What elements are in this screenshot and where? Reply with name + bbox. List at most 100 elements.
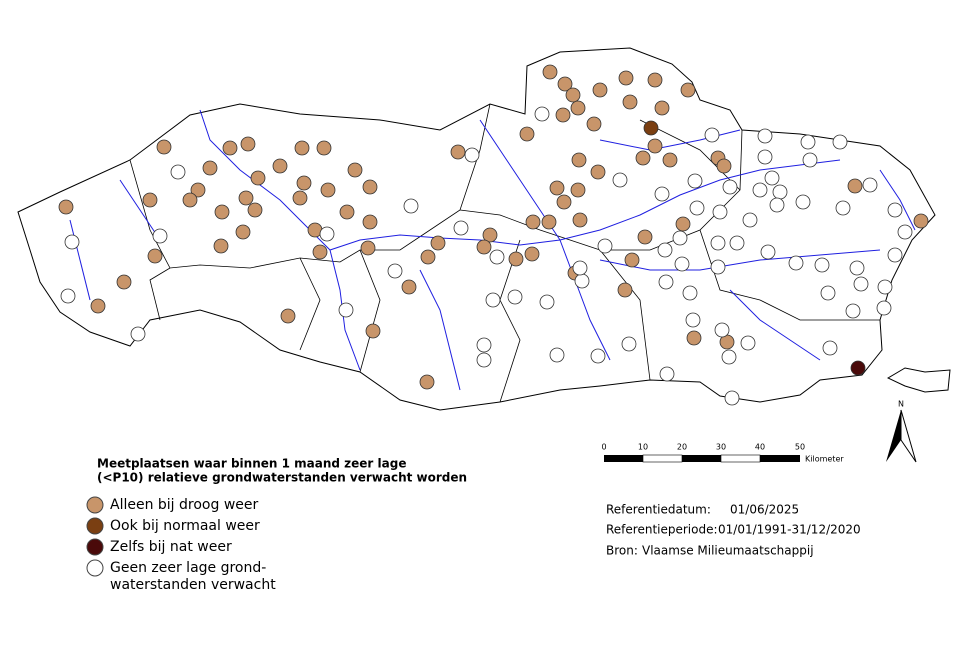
monitoring-site bbox=[570, 100, 586, 116]
monitoring-site bbox=[740, 335, 756, 351]
border bbox=[359, 249, 381, 373]
scale-label: 40 bbox=[755, 443, 765, 452]
monitoring-site bbox=[362, 179, 378, 195]
monitoring-site bbox=[845, 303, 861, 319]
border bbox=[499, 239, 521, 403]
monitoring-site bbox=[814, 257, 830, 273]
monitoring-site bbox=[590, 348, 606, 364]
arrow-half bbox=[886, 410, 901, 462]
monitoring-site bbox=[853, 276, 869, 292]
monitoring-site bbox=[147, 248, 163, 264]
monitoring-site bbox=[549, 347, 565, 363]
monitoring-site bbox=[795, 194, 811, 210]
info-value: 01/06/2025 bbox=[730, 503, 799, 517]
monitoring-site bbox=[680, 82, 696, 98]
monitoring-site bbox=[272, 158, 288, 174]
monitoring-site bbox=[657, 242, 673, 258]
monitoring-site bbox=[658, 274, 674, 290]
monitoring-site bbox=[571, 152, 587, 168]
scale-label: 20 bbox=[677, 443, 687, 452]
monitoring-site bbox=[574, 273, 590, 289]
legend-label: waterstanden verwacht bbox=[110, 577, 276, 593]
monitoring-site bbox=[556, 194, 572, 210]
monitoring-site bbox=[64, 234, 80, 250]
rivers bbox=[69, 109, 916, 391]
monitoring-site bbox=[897, 224, 913, 240]
monitoring-site bbox=[849, 260, 865, 276]
monitoring-site bbox=[250, 170, 266, 186]
info-value: Vlaamse Milieumaatschappij bbox=[642, 544, 814, 558]
monitoring-site bbox=[788, 255, 804, 271]
legend-symbol bbox=[86, 496, 104, 514]
scale-label: 10 bbox=[638, 443, 648, 452]
monitoring-site bbox=[752, 182, 768, 198]
monitoring-site bbox=[716, 158, 732, 174]
scale-segment bbox=[642, 454, 683, 463]
monitoring-site bbox=[280, 308, 296, 324]
monitoring-site bbox=[58, 199, 74, 215]
monitoring-site bbox=[686, 330, 702, 346]
monitoring-site bbox=[674, 256, 690, 272]
monitoring-site bbox=[360, 240, 376, 256]
legend-label: Zelfs bij nat weer bbox=[110, 539, 232, 555]
monitoring-site bbox=[557, 76, 573, 92]
monitoring-site bbox=[294, 140, 310, 156]
monitoring-site bbox=[476, 352, 492, 368]
monitoring-site bbox=[508, 251, 524, 267]
monitoring-site bbox=[654, 186, 670, 202]
monitoring-site bbox=[362, 214, 378, 230]
monitoring-site bbox=[116, 274, 132, 290]
monitoring-site bbox=[643, 120, 659, 136]
border bbox=[149, 267, 171, 321]
monitoring-site bbox=[213, 238, 229, 254]
info-label: Bron: bbox=[606, 544, 638, 558]
monitoring-site bbox=[534, 106, 550, 122]
monitoring-site bbox=[319, 226, 335, 242]
info-value: 01/01/1991-31/12/2020 bbox=[718, 523, 861, 537]
legend-label: Geen zeer lage grond- bbox=[110, 560, 266, 576]
river bbox=[69, 219, 91, 301]
monitoring-site bbox=[339, 204, 355, 220]
monitoring-site bbox=[637, 229, 653, 245]
river bbox=[419, 269, 461, 391]
monitoring-site bbox=[622, 94, 638, 110]
legend-symbol bbox=[86, 538, 104, 556]
monitoring-site bbox=[419, 374, 435, 390]
monitoring-site bbox=[338, 302, 354, 318]
monitoring-sites bbox=[58, 64, 929, 406]
monitoring-site bbox=[240, 136, 256, 152]
monitoring-site bbox=[549, 180, 565, 196]
scale-segment bbox=[720, 454, 761, 463]
monitoring-site bbox=[760, 244, 776, 260]
river bbox=[879, 169, 916, 231]
monitoring-site bbox=[757, 149, 773, 165]
monitoring-site bbox=[714, 322, 730, 338]
border bbox=[639, 119, 741, 191]
scale-unit: Kilometer bbox=[805, 455, 844, 464]
monitoring-site bbox=[887, 247, 903, 263]
monitoring-site bbox=[764, 170, 780, 186]
monitoring-site bbox=[485, 292, 501, 308]
monitoring-site bbox=[453, 220, 469, 236]
monitoring-site bbox=[590, 164, 606, 180]
monitoring-site bbox=[235, 224, 251, 240]
monitoring-site bbox=[464, 147, 480, 163]
monitoring-site bbox=[835, 200, 851, 216]
monitoring-site bbox=[450, 144, 466, 160]
legend-title: Meetplaatsen waar binnen 1 maand zeer la… bbox=[97, 457, 406, 471]
scale-segment bbox=[760, 455, 800, 462]
monitoring-site bbox=[822, 340, 838, 356]
monitoring-site bbox=[712, 204, 728, 220]
monitoring-site bbox=[876, 300, 892, 316]
scale-segment bbox=[682, 455, 721, 462]
monitoring-site bbox=[555, 107, 571, 123]
monitoring-site bbox=[401, 279, 417, 295]
river bbox=[729, 289, 821, 361]
scale-label: 30 bbox=[716, 443, 726, 452]
monitoring-site bbox=[507, 289, 523, 305]
monitoring-site bbox=[312, 244, 328, 260]
river bbox=[559, 239, 611, 361]
region-outline bbox=[17, 47, 936, 411]
monitoring-site bbox=[222, 140, 238, 156]
